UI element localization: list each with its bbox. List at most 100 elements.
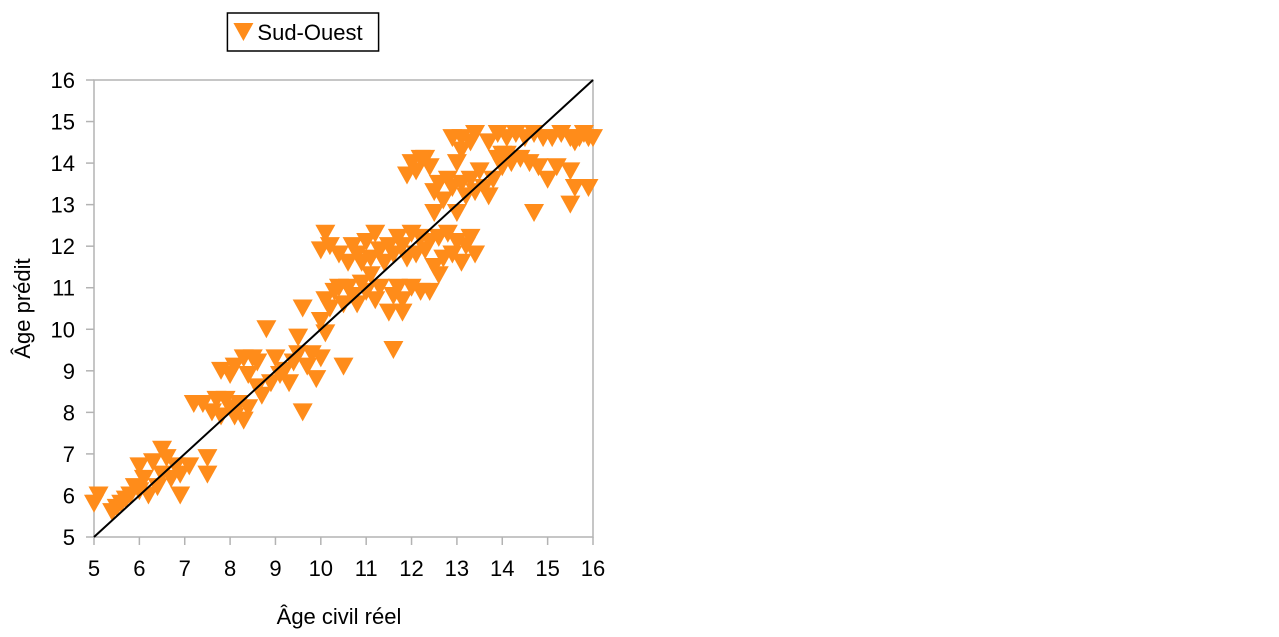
data-point <box>428 266 449 285</box>
reference-line <box>93 79 594 538</box>
data-point <box>460 170 481 189</box>
data-point <box>197 449 218 468</box>
legend: Sud-Ouest <box>226 12 380 52</box>
y-tick-label: 13 <box>51 193 75 218</box>
legend-box <box>226 12 380 52</box>
data-point <box>560 162 581 181</box>
data-point <box>378 303 399 322</box>
data-point <box>310 311 331 330</box>
y-tick-label: 16 <box>51 68 75 93</box>
data-point <box>238 365 259 384</box>
data-point <box>356 233 377 252</box>
y-tick-label: 5 <box>63 525 75 550</box>
data-point <box>338 253 359 272</box>
data-point <box>256 320 277 339</box>
data-point <box>360 266 381 285</box>
data-point <box>392 237 413 256</box>
data-point <box>365 224 386 243</box>
plot-area-frame <box>93 79 594 538</box>
x-tick-label: 16 <box>581 556 605 581</box>
data-point <box>292 299 313 318</box>
data-point <box>578 179 599 198</box>
data-point <box>170 465 191 484</box>
data-point <box>383 341 404 360</box>
data-point <box>374 253 395 272</box>
data-point <box>197 465 218 484</box>
chart-panel-1: 5 6 7 8 9 10 11 12 13 14 15 16 5 6 7 8 9 10 11 12 13 14 15 16 Âg… <box>10 12 605 629</box>
data-point <box>265 349 286 368</box>
data-point <box>88 486 109 505</box>
data-point <box>469 162 490 181</box>
data-point <box>560 195 581 214</box>
x-tick-label: 9 <box>269 556 281 581</box>
y-tick-label: 10 <box>51 317 75 342</box>
y-tick-label: 14 <box>51 151 75 176</box>
data-point <box>288 345 309 364</box>
x-tick-label: 12 <box>399 556 423 581</box>
data-point <box>465 245 486 264</box>
data-point <box>446 154 467 173</box>
y-tick-label: 9 <box>63 359 75 384</box>
data-point <box>179 457 200 476</box>
x-tick-label: 15 <box>535 556 559 581</box>
x-tick-label: 7 <box>179 556 191 581</box>
data-point <box>460 228 481 247</box>
y-tick-label: 7 <box>63 442 75 467</box>
data-point <box>170 486 191 505</box>
data-point <box>492 145 513 164</box>
data-point <box>247 353 268 372</box>
data-point <box>564 179 585 198</box>
data-point <box>424 203 445 222</box>
legend-marker <box>233 23 254 41</box>
y-tick-label: 15 <box>51 110 75 135</box>
data-point <box>306 370 327 389</box>
data-point <box>333 357 354 376</box>
data-point <box>238 399 259 418</box>
data-point <box>451 253 472 272</box>
y-tick-label: 12 <box>51 234 75 259</box>
data-point <box>433 191 454 210</box>
data-point <box>537 170 558 189</box>
y-tick-label: 6 <box>63 483 75 508</box>
data-point <box>142 453 163 472</box>
x-tick-label: 10 <box>309 556 333 581</box>
data-point <box>446 203 467 222</box>
data-point <box>465 125 486 144</box>
data-point <box>583 129 603 148</box>
data-point <box>315 324 336 343</box>
data-point <box>251 386 272 405</box>
data-point <box>292 403 313 422</box>
data-point <box>133 469 154 488</box>
data-point <box>129 457 150 476</box>
data-point <box>369 278 390 297</box>
data-point <box>211 407 232 426</box>
x-axis-label: Âge civil réel <box>277 604 402 629</box>
data-point <box>333 295 354 314</box>
data-point <box>478 187 499 206</box>
data-point <box>392 291 413 310</box>
x-tick-label: 14 <box>490 556 514 581</box>
x-tick-label: 11 <box>355 556 378 581</box>
data-point <box>319 299 340 318</box>
data-point <box>451 141 472 160</box>
y-axis-label: Âge prédit <box>10 258 35 358</box>
x-tick-label: 13 <box>445 556 469 581</box>
y-tick-label: 11 <box>52 276 75 301</box>
data-point <box>315 224 336 243</box>
data-point <box>387 278 408 297</box>
data-point <box>392 303 413 322</box>
x-tick-label: 5 <box>88 556 100 581</box>
x-tick-label: 6 <box>133 556 145 581</box>
y-tick-label: 8 <box>63 400 75 425</box>
data-point <box>415 149 436 168</box>
data-point <box>347 295 368 314</box>
data-point <box>279 374 300 393</box>
legend-label: Sud-Ouest <box>257 20 362 45</box>
data-point <box>524 203 545 222</box>
data-point <box>478 133 499 152</box>
data-point <box>419 282 440 301</box>
data-point <box>224 357 245 376</box>
data-point <box>528 158 549 177</box>
data-point <box>288 328 309 347</box>
